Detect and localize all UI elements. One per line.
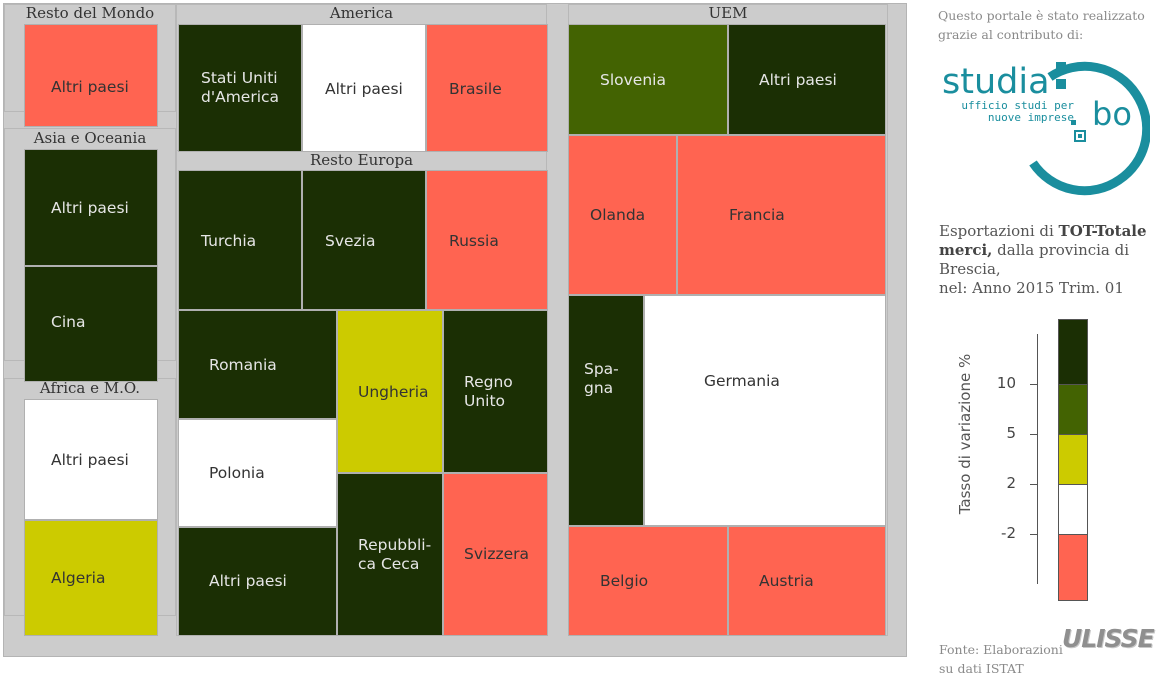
legend-tick-label: 2	[1006, 474, 1016, 492]
treemap: Resto del Mondo Asia e Oceania Africa e M.…	[4, 4, 888, 636]
treemap-tile[interactable]: Turchia	[178, 170, 302, 310]
legend-swatch	[1058, 434, 1088, 484]
tile-label: Altri paesi	[325, 79, 403, 98]
description-product: TOT-Totale merci,	[939, 222, 1147, 259]
tile-label: Altri paesi	[209, 571, 287, 590]
legend-title: Tasso di variazione %	[956, 353, 974, 515]
tile-label: Svezia	[325, 231, 376, 250]
legend-axis-line	[1037, 334, 1038, 584]
tile-label: Ungheria	[358, 382, 429, 401]
tile-label: Spa- gna	[584, 360, 619, 397]
legend-swatch	[1058, 484, 1088, 534]
tile-label: Repubbli- ca Ceca	[358, 536, 432, 573]
tile-label: Altri paesi	[51, 450, 129, 469]
legend-tick-label: 10	[996, 374, 1016, 392]
legend-swatch	[1058, 319, 1088, 384]
description-period: nel: Anno 2015 Trim. 01	[939, 279, 1124, 297]
legend-tick	[1030, 534, 1038, 535]
treemap-tile[interactable]: Slovenia	[568, 24, 728, 135]
tile-label: Turchia	[201, 231, 257, 250]
treemap-tile[interactable]: Belgio	[568, 526, 728, 636]
chart-description: Esportazioni di TOT-Totale merci, dalla …	[939, 222, 1153, 298]
tile-label: Brasile	[449, 79, 502, 98]
treemap-tile[interactable]: Spa- gna	[568, 295, 644, 526]
tile-label: Belgio	[600, 571, 649, 590]
tile-label: Cina	[51, 312, 86, 331]
treemap-tile[interactable]: Stati Uniti d'America	[178, 24, 302, 152]
legend-tick	[1030, 384, 1038, 385]
treemap-tile[interactable]: Cina	[24, 266, 158, 382]
tile-label: Regno Unito	[464, 373, 513, 410]
treemap-tile[interactable]: Ungheria	[337, 310, 443, 473]
group-label: UEM	[708, 4, 748, 22]
treemap-tile[interactable]: Svizzera	[443, 473, 548, 636]
group-label: Resto Europa	[309, 151, 414, 169]
source-line-2: su dati ISTAT	[939, 661, 1024, 676]
legend-tick-label: -2	[1001, 524, 1016, 542]
source-line-1: Fonte: Elaborazioni	[939, 642, 1063, 657]
tile-label: Olanda	[590, 205, 646, 224]
treemap-tile[interactable]: Brasile	[426, 24, 548, 152]
group-label: Africa e M.O.	[39, 379, 141, 397]
treemap-tile[interactable]: Austria	[728, 526, 886, 636]
tile-label: Francia	[729, 205, 785, 224]
credit-note: Questo portale è stato realizzato grazie…	[938, 6, 1153, 44]
description-suffix: dalla provincia di Brescia,	[939, 241, 1130, 278]
treemap-tile[interactable]: Olanda	[568, 135, 677, 295]
tile-label: Polonia	[209, 463, 265, 482]
treemap-tile[interactable]: Altri paesi	[24, 399, 158, 520]
svg-text:ufficio studi per: ufficio studi per	[961, 99, 1074, 112]
treemap-tile[interactable]: Russia	[426, 170, 548, 310]
legend-swatch	[1058, 534, 1088, 601]
tile-label: Romania	[209, 355, 277, 374]
credit-note-line-1: Questo portale è stato realizzato	[938, 8, 1145, 23]
tile-label: Germania	[704, 371, 780, 390]
logo-graphic: studia bo ufficio studi per nuove impres…	[942, 62, 1151, 195]
tile-label: Austria	[759, 571, 814, 590]
tile-label: Svizzera	[464, 544, 529, 563]
treemap-tile[interactable]: Algeria	[24, 520, 158, 636]
source-note: Fonte: Elaborazioni su dati ISTAT	[939, 640, 1069, 678]
treemap-tile[interactable]: Altri paesi	[178, 527, 337, 636]
tile-label: Altri paesi	[51, 198, 129, 217]
treemap-tile[interactable]: Germania	[644, 295, 886, 526]
group-label: America	[329, 4, 394, 22]
studiabo-logo: studia bo ufficio studi per nuove impres…	[938, 55, 1151, 200]
group-label: Asia e Oceania	[33, 129, 147, 147]
credit-note-line-2: grazie al contributo di:	[938, 27, 1084, 42]
ulisse-logo: ULISSE	[1062, 624, 1155, 653]
group-label: Resto del Mondo	[25, 4, 155, 22]
tile-label: Altri paesi	[759, 70, 837, 89]
tile-label: Altri paesi	[51, 77, 129, 96]
legend-tick	[1030, 434, 1038, 435]
treemap-tile[interactable]: Altri paesi	[24, 24, 158, 127]
tile-label: Stati Uniti d'America	[201, 69, 280, 106]
treemap-tile[interactable]: Svezia	[302, 170, 426, 310]
tile-label: Algeria	[51, 568, 106, 587]
legend-swatch	[1058, 384, 1088, 434]
tile-label: Slovenia	[600, 70, 666, 89]
legend-tick	[1030, 484, 1038, 485]
treemap-tile[interactable]: Altri paesi	[728, 24, 886, 135]
svg-text:bo: bo	[1092, 95, 1132, 133]
tile-label: Russia	[449, 231, 499, 250]
treemap-tile[interactable]: Regno Unito	[443, 310, 548, 473]
treemap-tile[interactable]: Repubbli- ca Ceca	[337, 473, 443, 636]
treemap-tile[interactable]: Romania	[178, 310, 337, 419]
treemap-tile[interactable]: Altri paesi	[24, 149, 158, 266]
treemap-tile[interactable]: Altri paesi	[302, 24, 426, 152]
treemap-tile[interactable]: Francia	[677, 135, 886, 295]
legend-tick-label: 5	[1006, 424, 1016, 442]
svg-text:studia: studia	[942, 62, 1050, 102]
description-prefix: Esportazioni di	[939, 222, 1059, 240]
svg-text:nuove imprese: nuove imprese	[988, 111, 1074, 124]
color-legend: 10 5 2 -2	[997, 319, 1089, 601]
treemap-tile[interactable]: Polonia	[178, 419, 337, 527]
